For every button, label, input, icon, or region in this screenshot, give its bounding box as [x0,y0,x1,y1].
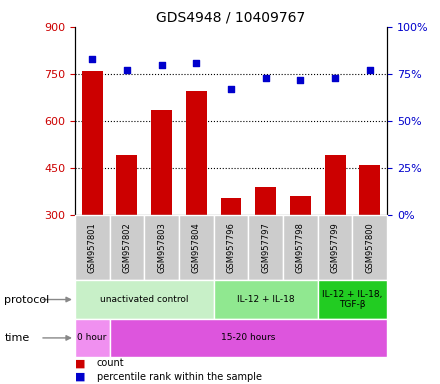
Bar [110,215,144,280]
Text: protocol: protocol [4,295,50,305]
Bar [283,215,318,280]
Bar [214,215,248,280]
Text: count: count [97,358,125,368]
Text: 0 hour: 0 hour [77,333,107,343]
Point [297,76,304,83]
Text: GSM957799: GSM957799 [330,222,340,273]
Bar [248,215,283,280]
Text: GSM957803: GSM957803 [157,222,166,273]
Bar [75,215,110,280]
Text: GSM957802: GSM957802 [122,222,132,273]
Text: GSM957800: GSM957800 [365,222,374,273]
Text: ■: ■ [75,358,85,368]
Bar [214,280,318,319]
Text: GSM957804: GSM957804 [192,222,201,273]
Text: GSM957798: GSM957798 [296,222,305,273]
Text: 15-20 hours: 15-20 hours [221,333,275,343]
Bar [255,187,276,215]
Bar [318,280,387,319]
Bar [186,91,207,215]
Bar [82,71,103,215]
Text: GSM957797: GSM957797 [261,222,270,273]
Text: percentile rank within the sample: percentile rank within the sample [97,372,262,382]
Point [88,56,95,62]
Text: GSM957801: GSM957801 [88,222,97,273]
Bar [220,198,242,215]
Text: IL-12 + IL-18: IL-12 + IL-18 [237,295,294,304]
Bar [325,156,345,215]
Bar [359,165,380,215]
Text: ■: ■ [75,372,85,382]
Point [367,67,374,73]
Bar [318,215,352,280]
Text: IL-12 + IL-18,
TGF-β: IL-12 + IL-18, TGF-β [323,290,383,309]
Text: time: time [4,333,29,343]
Bar [75,280,214,319]
Point [262,74,269,81]
Point [123,67,130,73]
Text: GSM957796: GSM957796 [227,222,235,273]
Bar [352,215,387,280]
Bar [75,319,110,357]
Point [332,74,339,81]
Bar [117,156,137,215]
Bar [151,110,172,215]
Bar [144,215,179,280]
Title: GDS4948 / 10409767: GDS4948 / 10409767 [156,10,306,24]
Bar [110,319,387,357]
Text: unactivated control: unactivated control [100,295,188,304]
Point [193,60,200,66]
Point [158,61,165,68]
Bar [290,196,311,215]
Bar [179,215,214,280]
Point [227,86,235,92]
